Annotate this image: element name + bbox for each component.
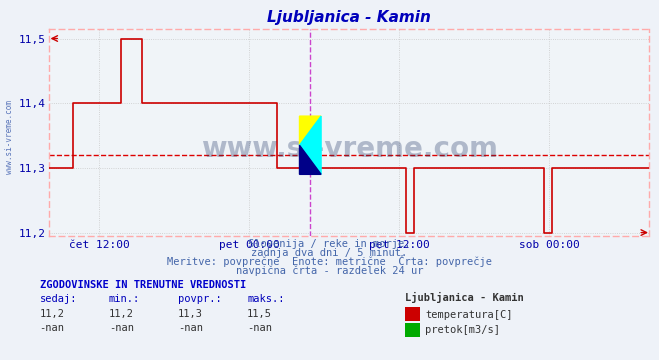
Text: min.:: min.: (109, 294, 140, 305)
Text: 11,3: 11,3 (178, 309, 203, 319)
Text: ZGODOVINSKE IN TRENUTNE VREDNOSTI: ZGODOVINSKE IN TRENUTNE VREDNOSTI (40, 280, 246, 290)
Text: -nan: -nan (40, 323, 65, 333)
Text: -nan: -nan (178, 323, 203, 333)
Text: www.si-vreme.com: www.si-vreme.com (5, 100, 14, 174)
Text: -nan: -nan (109, 323, 134, 333)
Text: sedaj:: sedaj: (40, 294, 77, 305)
Text: -nan: -nan (247, 323, 272, 333)
Text: Meritve: povprečne  Enote: metrične  Črta: povprečje: Meritve: povprečne Enote: metrične Črta:… (167, 255, 492, 267)
Text: 11,2: 11,2 (109, 309, 134, 319)
Text: navpična črta - razdelek 24 ur: navpična črta - razdelek 24 ur (236, 265, 423, 276)
Polygon shape (299, 116, 321, 174)
Title: Ljubljanica - Kamin: Ljubljanica - Kamin (268, 10, 431, 25)
Text: pretok[m3/s]: pretok[m3/s] (425, 325, 500, 335)
Text: 11,5: 11,5 (247, 309, 272, 319)
Polygon shape (299, 145, 321, 174)
Text: www.si-vreme.com: www.si-vreme.com (201, 135, 498, 163)
Text: zadnja dva dni / 5 minut.: zadnja dva dni / 5 minut. (251, 248, 408, 258)
Text: 11,2: 11,2 (40, 309, 65, 319)
Text: temperatura[C]: temperatura[C] (425, 310, 513, 320)
Text: Slovenija / reke in morje.: Slovenija / reke in morje. (248, 239, 411, 249)
Text: povpr.:: povpr.: (178, 294, 221, 305)
Text: maks.:: maks.: (247, 294, 285, 305)
Polygon shape (299, 116, 321, 145)
Text: Ljubljanica - Kamin: Ljubljanica - Kamin (405, 292, 524, 303)
